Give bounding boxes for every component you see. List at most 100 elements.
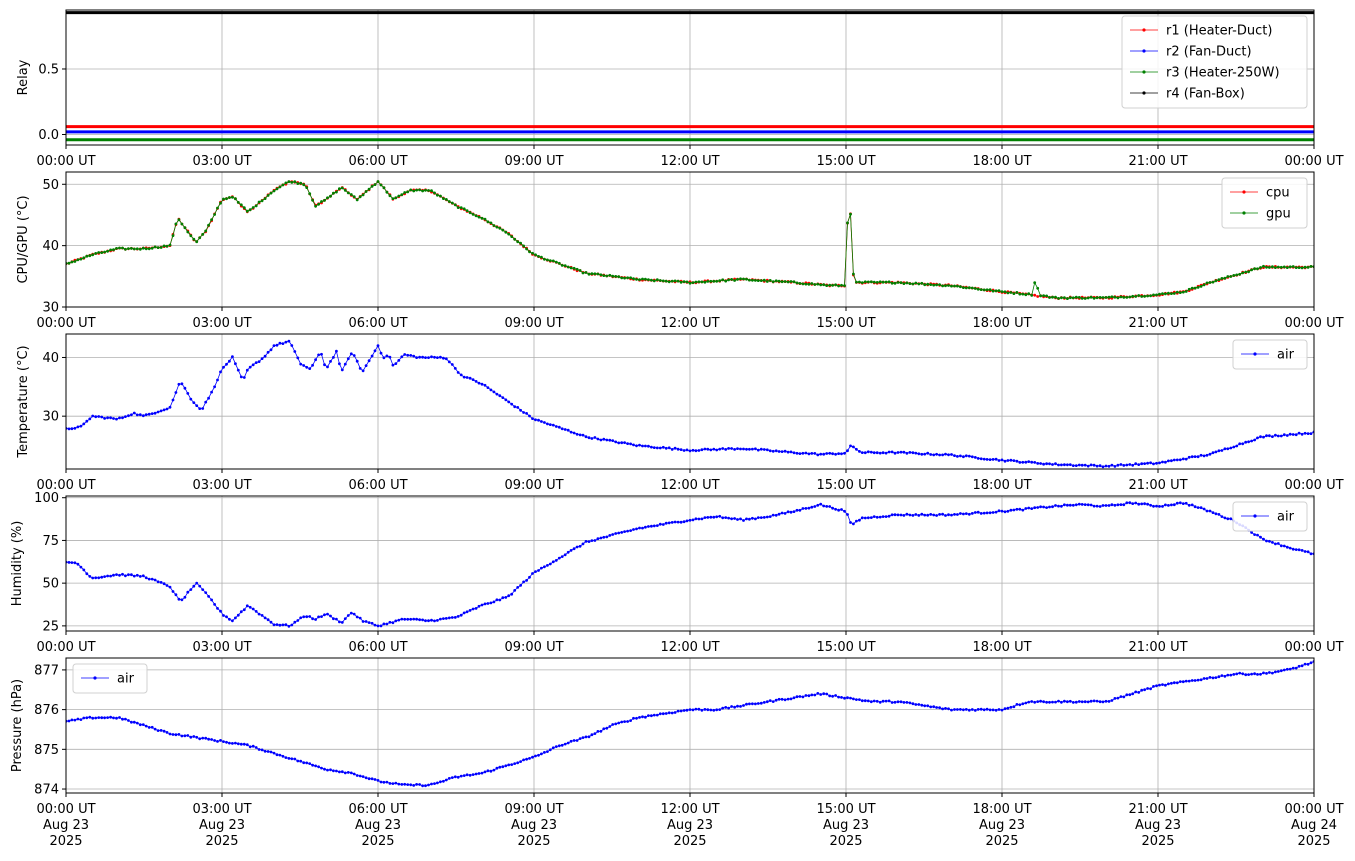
data-point: [956, 284, 959, 288]
data-point: [492, 600, 496, 604]
data-point: [1119, 295, 1123, 299]
data-point: [751, 702, 754, 706]
data-point: [578, 544, 582, 548]
data-point: [703, 708, 707, 711]
data-point: [584, 735, 588, 739]
data-point: [1063, 699, 1066, 703]
data-point: [599, 536, 603, 540]
data-point: [626, 276, 629, 280]
data-point: [1271, 265, 1274, 269]
data-point: [147, 412, 151, 416]
data-point: [222, 197, 225, 201]
data-point: [575, 739, 579, 742]
data-point: [635, 716, 638, 720]
data-point: [302, 615, 306, 619]
data-point: [967, 512, 971, 516]
data-point: [311, 198, 314, 202]
data-point: [130, 413, 133, 417]
data-point: [1024, 460, 1028, 464]
data-point: [795, 281, 799, 285]
data-point: [1018, 461, 1022, 464]
data-point: [798, 282, 802, 285]
data-point: [477, 381, 481, 385]
y-axis-label: Pressure (hPa): [10, 679, 25, 772]
data-point: [192, 584, 196, 588]
data-point: [1291, 433, 1295, 436]
data-point: [1253, 672, 1256, 676]
data-point: [207, 737, 211, 741]
data-point: [697, 280, 701, 284]
data-point: [959, 512, 962, 515]
data-point: [694, 517, 698, 521]
data-point: [67, 261, 71, 265]
data-point: [115, 417, 118, 421]
data-point: [783, 698, 787, 702]
data-point: [456, 615, 460, 618]
data-point: [394, 781, 398, 785]
data-point: [112, 716, 115, 720]
data-point: [1071, 701, 1075, 704]
data-point: [1253, 438, 1256, 442]
data-point: [855, 519, 858, 523]
data-point: [771, 700, 775, 703]
data-point: [792, 280, 796, 284]
data-point: [964, 454, 968, 458]
series-points-gpu: [66, 180, 1314, 300]
data-point: [786, 510, 790, 514]
x-tick-label: 03:00 UT: [192, 154, 251, 169]
data-point: [863, 516, 867, 520]
data-point: [825, 692, 829, 696]
data-point: [1077, 700, 1081, 703]
data-point: [1244, 673, 1248, 677]
data-point: [1083, 463, 1087, 467]
data-point: [168, 732, 172, 736]
x-tick-label: 15:00 UT: [816, 154, 875, 169]
data-point: [554, 425, 558, 428]
data-point: [144, 247, 148, 251]
data-point: [875, 699, 879, 703]
x-tick-label: 06:00 UT: [348, 478, 407, 493]
data-point: [415, 783, 418, 786]
data-point: [569, 549, 573, 552]
data-point: [1220, 515, 1224, 518]
data-point: [180, 222, 184, 226]
data-point: [1172, 681, 1176, 685]
data-point: [700, 517, 704, 521]
data-point: [959, 454, 962, 458]
data-point: [543, 257, 546, 261]
data-point: [700, 448, 704, 452]
legend: air: [72, 663, 148, 694]
data-point: [492, 768, 496, 772]
data-point: [875, 281, 879, 284]
data-point: [126, 247, 130, 251]
data-point: [1119, 503, 1123, 506]
data-point: [73, 561, 77, 565]
data-point: [346, 771, 350, 774]
data-point: [421, 355, 424, 359]
data-point: [332, 356, 335, 359]
data-point: [1000, 290, 1004, 293]
data-point: [1238, 671, 1242, 675]
x-tick-label: 00:00 UT: [36, 154, 95, 169]
y-tick-label: 40: [42, 351, 59, 366]
data-point: [198, 407, 202, 410]
data-point: [858, 518, 861, 522]
data-point: [647, 444, 650, 448]
data-point: [409, 188, 413, 192]
series-points-air: [66, 339, 1314, 469]
data-point: [314, 764, 317, 768]
data-point: [890, 281, 894, 285]
data-point: [266, 350, 270, 354]
data-point: [162, 729, 166, 733]
data-point: [950, 513, 953, 517]
data-point: [1217, 513, 1221, 516]
data-point: [712, 708, 716, 712]
data-point: [608, 725, 612, 728]
data-point: [1184, 290, 1188, 293]
data-point: [522, 244, 525, 248]
data-point: [997, 509, 1001, 513]
data-point: [343, 617, 347, 620]
data-point: [1276, 542, 1280, 545]
data-point: [587, 436, 591, 440]
data-point: [1181, 290, 1185, 294]
